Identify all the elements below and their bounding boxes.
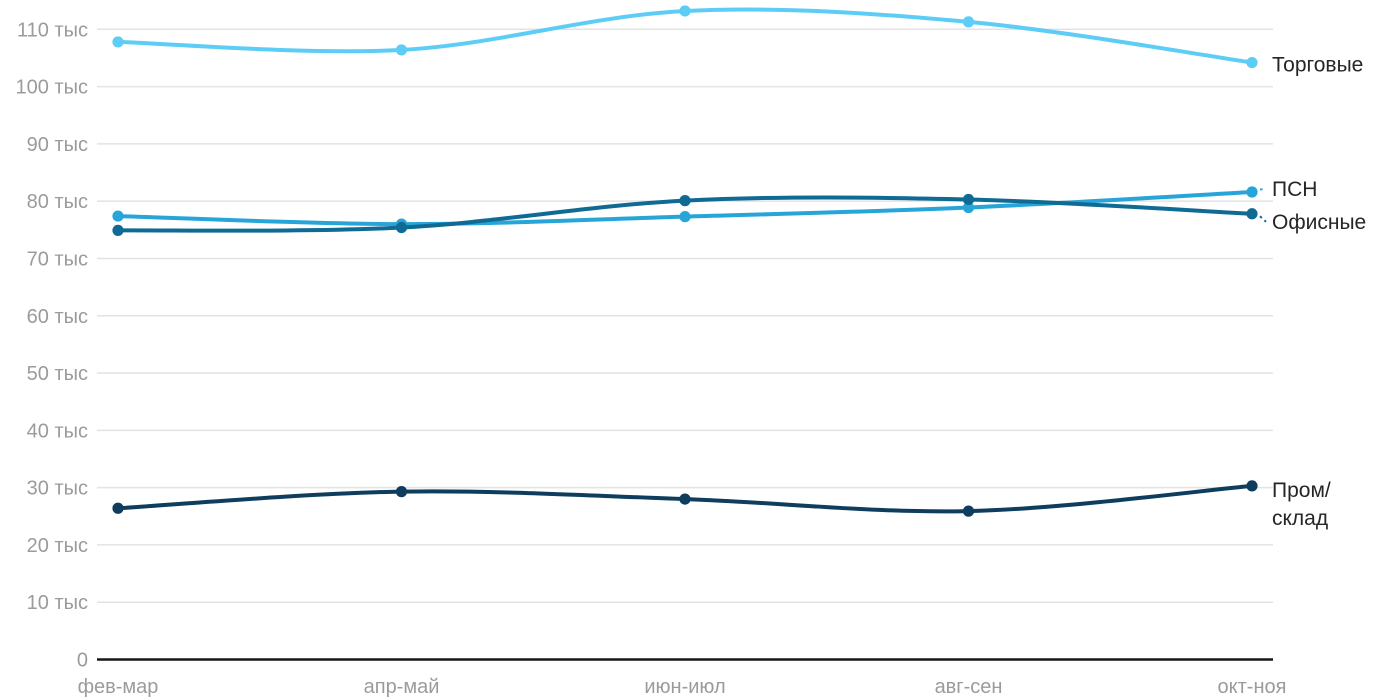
data-point-torgovye-0 bbox=[112, 36, 124, 48]
data-point-prom-sklad-3 bbox=[962, 505, 975, 517]
y-tick-label-30: 30 тыс bbox=[27, 478, 88, 500]
y-tick-label-80: 80 тыс bbox=[27, 191, 88, 213]
data-point-psn-3 bbox=[962, 201, 975, 214]
data-point-ofisnye-1 bbox=[395, 221, 408, 234]
data-point-psn-2 bbox=[679, 211, 691, 223]
x-category-label-2: июн-июл bbox=[644, 676, 725, 698]
data-point-psn-0 bbox=[112, 210, 124, 222]
label-connector-psn bbox=[1259, 188, 1267, 191]
y-tick-label-100: 100 тыс bbox=[16, 77, 88, 99]
data-point-ofisnye-0 bbox=[112, 224, 124, 236]
data-point-prom-sklad-1 bbox=[395, 486, 408, 498]
series-line-torgovye bbox=[116, 7, 1254, 65]
series-label-prom-sklad: Пром/склад bbox=[1272, 479, 1331, 530]
x-category-label-1: апр-май bbox=[364, 676, 440, 698]
data-point-ofisnye-3 bbox=[962, 193, 975, 206]
y-tick-label-50: 50 тыс bbox=[27, 363, 88, 385]
y-tick-label-20: 20 тыс bbox=[27, 535, 88, 557]
y-tick-label-10: 10 тыс bbox=[27, 592, 88, 614]
y-tick-label-90: 90 тыс bbox=[27, 134, 88, 156]
y-tick-label-60: 60 тыс bbox=[27, 306, 88, 328]
y-tick-label-70: 70 тыс bbox=[27, 248, 88, 270]
x-category-label-3: авг-сен bbox=[935, 676, 1003, 698]
data-point-torgovye-4 bbox=[1246, 56, 1258, 69]
label-connector-ofisnye bbox=[1259, 215, 1267, 223]
y-tick-label-0: 0 bbox=[77, 650, 88, 672]
data-point-torgovye-2 bbox=[679, 5, 691, 17]
series-label-torgovye: Торговые bbox=[1272, 54, 1363, 77]
series-label-ofisnye: Офисные bbox=[1272, 211, 1366, 234]
data-point-ofisnye-4 bbox=[1246, 208, 1258, 220]
y-tick-label-40: 40 тыс bbox=[27, 420, 88, 442]
y-tick-label-110: 110 тыс bbox=[17, 19, 88, 41]
data-point-psn-4 bbox=[1246, 186, 1258, 198]
series-label-psn: ПСН bbox=[1272, 178, 1317, 201]
data-point-torgovye-1 bbox=[395, 44, 408, 56]
x-category-label-4: окт-ноя bbox=[1218, 676, 1287, 698]
data-point-prom-sklad-4 bbox=[1246, 480, 1258, 492]
data-point-torgovye-3 bbox=[962, 16, 975, 28]
data-point-ofisnye-2 bbox=[679, 195, 691, 207]
data-point-prom-sklad-0 bbox=[112, 502, 124, 514]
x-category-label-0: фев-мар bbox=[78, 676, 159, 698]
data-point-prom-sklad-2 bbox=[679, 493, 691, 505]
